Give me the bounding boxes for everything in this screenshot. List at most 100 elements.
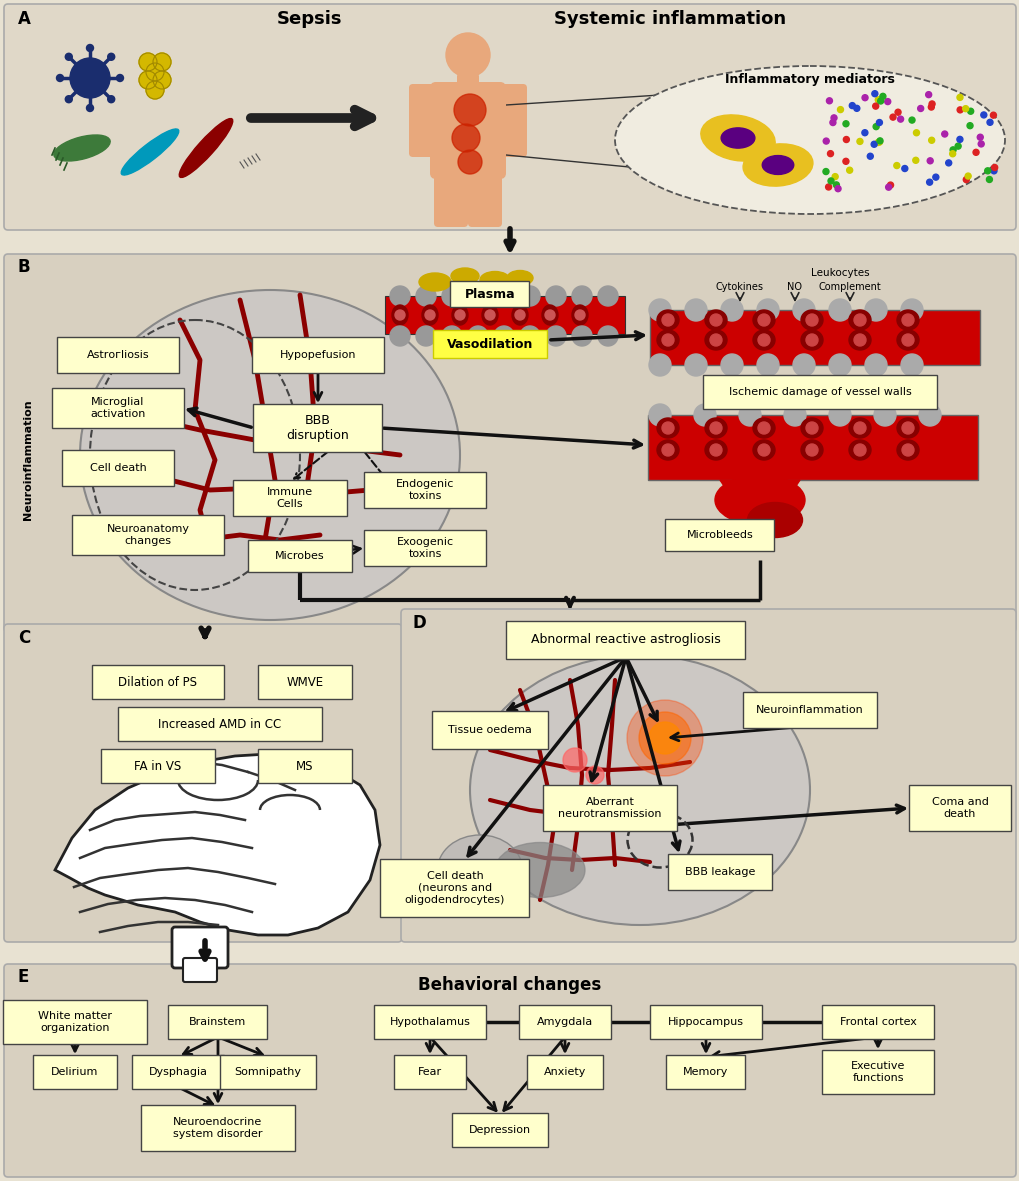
Circle shape [638, 712, 690, 764]
Circle shape [597, 326, 618, 346]
FancyBboxPatch shape [468, 169, 501, 227]
Ellipse shape [656, 441, 679, 461]
Text: Cell death
(neurons and
oligodendrocytes): Cell death (neurons and oligodendrocytes… [405, 872, 504, 905]
Circle shape [873, 404, 895, 426]
Ellipse shape [512, 305, 528, 325]
Text: E: E [18, 968, 30, 986]
Text: Delirium: Delirium [51, 1066, 99, 1077]
Circle shape [389, 286, 410, 306]
Circle shape [897, 116, 903, 122]
FancyBboxPatch shape [432, 711, 547, 749]
Circle shape [842, 120, 848, 126]
Ellipse shape [79, 291, 460, 620]
Circle shape [792, 299, 814, 321]
Circle shape [757, 422, 769, 433]
Ellipse shape [494, 842, 585, 898]
Ellipse shape [896, 329, 918, 350]
Circle shape [139, 53, 157, 71]
Circle shape [846, 168, 852, 174]
Text: Microbes: Microbes [275, 552, 324, 561]
Circle shape [872, 124, 878, 130]
FancyBboxPatch shape [168, 1005, 267, 1039]
Text: FA in VS: FA in VS [135, 759, 181, 772]
Ellipse shape [800, 441, 822, 461]
Text: Cell death: Cell death [90, 463, 147, 474]
FancyBboxPatch shape [4, 624, 401, 942]
Circle shape [87, 104, 94, 111]
Circle shape [828, 299, 850, 321]
FancyBboxPatch shape [647, 415, 977, 479]
Ellipse shape [747, 502, 802, 537]
Circle shape [661, 444, 674, 456]
Circle shape [493, 326, 514, 346]
Circle shape [709, 444, 721, 456]
Circle shape [648, 722, 681, 753]
Circle shape [893, 163, 899, 169]
Ellipse shape [848, 329, 870, 350]
Circle shape [887, 182, 893, 188]
Circle shape [116, 74, 123, 81]
Circle shape [894, 109, 900, 116]
Circle shape [468, 326, 487, 346]
Ellipse shape [704, 309, 727, 329]
Circle shape [861, 94, 867, 100]
FancyBboxPatch shape [4, 254, 1015, 632]
FancyBboxPatch shape [433, 329, 546, 358]
FancyBboxPatch shape [232, 479, 346, 516]
Text: Ischemic damage of vessel walls: Ischemic damage of vessel walls [728, 387, 911, 397]
Circle shape [146, 81, 164, 99]
Ellipse shape [800, 418, 822, 438]
Circle shape [849, 103, 855, 109]
Circle shape [932, 174, 937, 181]
Ellipse shape [752, 309, 774, 329]
Circle shape [864, 299, 887, 321]
Text: Immune
Cells: Immune Cells [267, 488, 313, 509]
Circle shape [918, 404, 941, 426]
FancyBboxPatch shape [252, 337, 383, 373]
FancyBboxPatch shape [821, 1005, 933, 1039]
Circle shape [928, 100, 934, 107]
Text: B: B [18, 257, 31, 276]
Text: Inflammatory mediators: Inflammatory mediators [725, 73, 894, 86]
FancyBboxPatch shape [72, 515, 224, 555]
Text: Dilation of PS: Dilation of PS [118, 676, 198, 689]
Circle shape [693, 404, 715, 426]
Circle shape [65, 96, 72, 103]
FancyBboxPatch shape [430, 81, 505, 180]
FancyBboxPatch shape [258, 665, 352, 699]
Circle shape [805, 314, 817, 326]
Text: Cytokines: Cytokines [715, 282, 763, 292]
Text: Executive
functions: Executive functions [850, 1062, 904, 1083]
Circle shape [913, 130, 918, 136]
Ellipse shape [896, 309, 918, 329]
Circle shape [153, 53, 171, 71]
Text: Tissue oedema: Tissue oedema [447, 725, 532, 735]
Text: Dysphagia: Dysphagia [149, 1066, 207, 1077]
Circle shape [822, 169, 828, 175]
FancyBboxPatch shape [364, 530, 485, 566]
Circle shape [956, 94, 962, 100]
FancyBboxPatch shape [664, 518, 773, 552]
Text: D: D [413, 614, 426, 632]
Circle shape [441, 286, 462, 306]
Text: Neuroinflammation: Neuroinflammation [755, 705, 863, 715]
Circle shape [866, 154, 872, 159]
Text: Somnipathy: Somnipathy [234, 1066, 302, 1077]
Circle shape [827, 178, 834, 184]
Text: Vasodilation: Vasodilation [446, 338, 533, 351]
Circle shape [146, 63, 164, 81]
Text: Aberrant
neurotransmission: Aberrant neurotransmission [557, 797, 661, 818]
FancyBboxPatch shape [57, 337, 178, 373]
Circle shape [826, 151, 833, 157]
Circle shape [901, 444, 913, 456]
FancyBboxPatch shape [527, 1055, 602, 1089]
Circle shape [720, 354, 742, 376]
FancyBboxPatch shape [702, 376, 936, 409]
Circle shape [757, 334, 769, 346]
Ellipse shape [437, 835, 522, 905]
Ellipse shape [761, 156, 793, 175]
Circle shape [451, 124, 480, 152]
Circle shape [520, 326, 539, 346]
Circle shape [757, 444, 769, 456]
FancyBboxPatch shape [52, 389, 183, 428]
